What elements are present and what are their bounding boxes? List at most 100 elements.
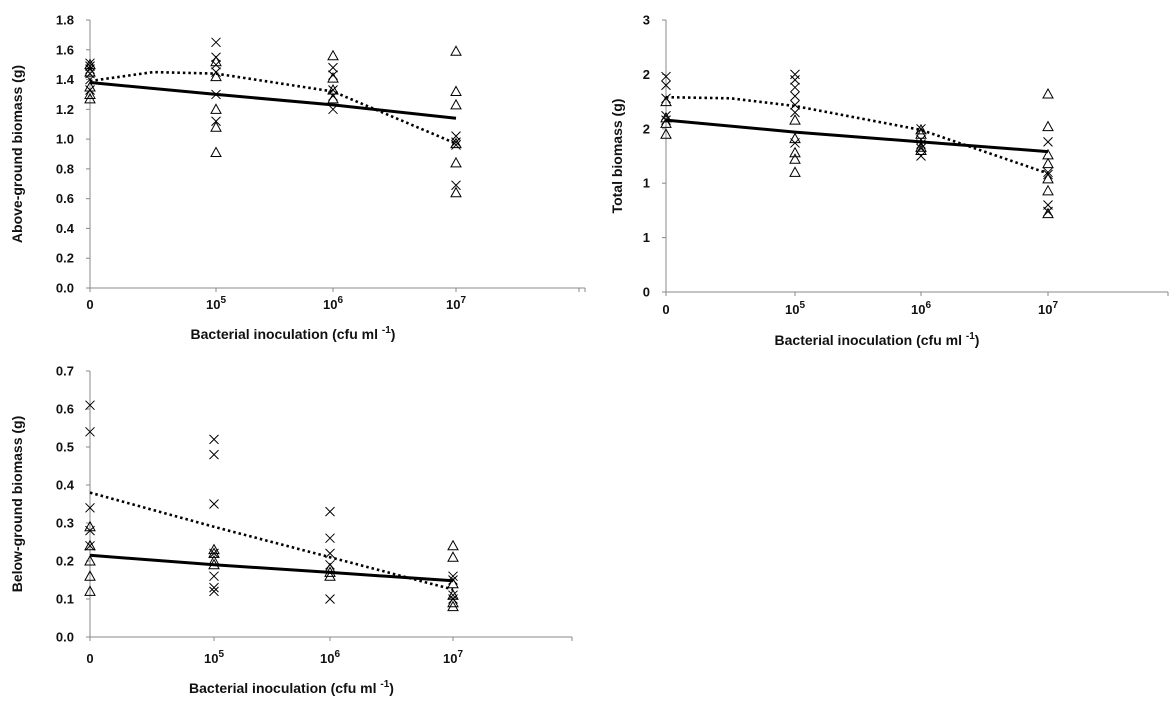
data-point-triangle [84, 585, 96, 596]
y-tick-label: 2 [643, 67, 650, 82]
x-tick-exponent: 6 [925, 300, 931, 311]
data-point-triangle [208, 547, 220, 558]
data-point-triangle [660, 111, 672, 123]
data-point-triangle [450, 98, 462, 110]
data-point-triangle [210, 146, 222, 158]
y-tick-label: 1.8 [56, 13, 74, 28]
data-point-triangle [1042, 172, 1054, 184]
data-point-x [209, 586, 219, 597]
data-point-triangle [915, 141, 927, 152]
x-tick-base: 0 [86, 651, 93, 666]
data-point-x [790, 69, 800, 80]
data-point-triangle [450, 45, 462, 56]
y-axis-title: Above-ground biomass (g) [9, 65, 25, 243]
data-point-triangle [789, 166, 801, 177]
y-tick-label: 0.4 [56, 221, 75, 236]
data-point-x [209, 582, 219, 593]
trend-line-dotted [89, 491, 454, 591]
y-tick-label: 0.3 [56, 516, 74, 531]
x-tick-base: 0 [662, 302, 669, 317]
data-point-x [790, 82, 800, 93]
x-axis-title-sup: -1 [380, 679, 389, 690]
trend-line-solid [665, 118, 1049, 154]
x-tick-base: 10 [785, 302, 799, 317]
x-axis-title-end: ) [391, 326, 396, 342]
y-tick-label: 0.4 [56, 478, 75, 493]
y-axis-title: Total biomass (g) [609, 99, 625, 214]
data-point-triangle [450, 85, 462, 96]
data-point-x [790, 107, 800, 118]
y-tick-label: 1.4 [56, 72, 75, 87]
data-point-x [451, 180, 461, 191]
x-tick-exponent: 5 [799, 300, 805, 311]
chart-panel-top-left: 0.00.20.40.60.81.01.21.41.61.80 105 106 107… [9, 13, 586, 342]
x-tick-label: 107 [443, 649, 463, 666]
y-tick-label: 0 [643, 285, 650, 300]
y-tick-label: 1.0 [56, 132, 74, 147]
data-point-x [209, 499, 219, 509]
x-tick-label: 0 [86, 297, 93, 312]
data-point-triangle [450, 186, 462, 198]
x-axis-title: Bacterial inoculation (cfu ml -1) [189, 679, 394, 696]
trend-line-dotted [89, 70, 457, 145]
x-tick-base: 10 [446, 297, 460, 312]
data-point-triangle [660, 95, 672, 107]
x-axis-title-end: ) [975, 332, 980, 348]
x-tick-label: 0 [86, 651, 93, 666]
y-tick-label: 1 [643, 176, 650, 191]
data-point-triangle [84, 539, 96, 551]
data-point-triangle [84, 570, 96, 581]
data-point-triangle [210, 70, 222, 82]
data-point-triangle [1042, 184, 1054, 196]
data-point-triangle [84, 58, 96, 70]
trend-line-solid [89, 81, 457, 120]
data-point-x [325, 533, 335, 544]
x-tick-base: 10 [320, 651, 334, 666]
y-tick-label: 0.6 [56, 191, 74, 206]
data-point-x [328, 62, 338, 73]
x-tick-label: 107 [1038, 300, 1058, 317]
x-tick-label: 106 [323, 295, 343, 312]
data-point-triangle [327, 72, 339, 83]
x-tick-label: 0 [662, 302, 669, 317]
y-tick-label: 1 [643, 230, 650, 245]
y-axis-title: Below-ground biomass (g) [9, 416, 25, 593]
data-point-triangle [84, 80, 96, 92]
x-tick-base: 10 [204, 651, 218, 666]
data-point-x [85, 540, 95, 551]
data-point-x [85, 426, 95, 437]
data-point-triangle [84, 66, 96, 77]
x-tick-base: 10 [1038, 302, 1052, 317]
x-tick-base: 0 [86, 297, 93, 312]
x-axis-title: Bacterial inoculation (cfu ml -1) [191, 325, 396, 342]
x-tick-exponent: 7 [1052, 300, 1058, 311]
x-tick-label: 105 [206, 295, 226, 312]
data-point-triangle [447, 551, 459, 562]
y-tick-label: 0.1 [56, 592, 74, 607]
data-point-triangle [324, 570, 336, 581]
y-tick-label: 0.6 [56, 402, 74, 417]
x-tick-exponent: 7 [460, 295, 466, 306]
data-point-triangle [789, 132, 801, 144]
data-point-x [790, 100, 800, 110]
data-point-triangle [789, 153, 801, 164]
data-point-x [85, 502, 95, 513]
data-point-x [325, 548, 335, 559]
trend-line-solid [89, 553, 454, 583]
data-point-x [661, 71, 671, 82]
trend-line-dotted [665, 95, 1049, 175]
y-tick-label: 0.2 [56, 251, 74, 266]
data-point-x [209, 571, 219, 582]
data-point-triangle [447, 577, 459, 589]
data-point-triangle [447, 589, 459, 600]
data-point-triangle [84, 92, 96, 104]
x-tick-base: 10 [911, 302, 925, 317]
data-point-x [325, 594, 335, 604]
data-point-x [790, 91, 800, 102]
data-point-x [916, 151, 926, 161]
data-point-x [209, 434, 219, 445]
y-tick-label: 0.2 [56, 554, 74, 569]
x-tick-exponent: 6 [337, 295, 343, 306]
y-tick-label: 0.7 [56, 364, 74, 379]
